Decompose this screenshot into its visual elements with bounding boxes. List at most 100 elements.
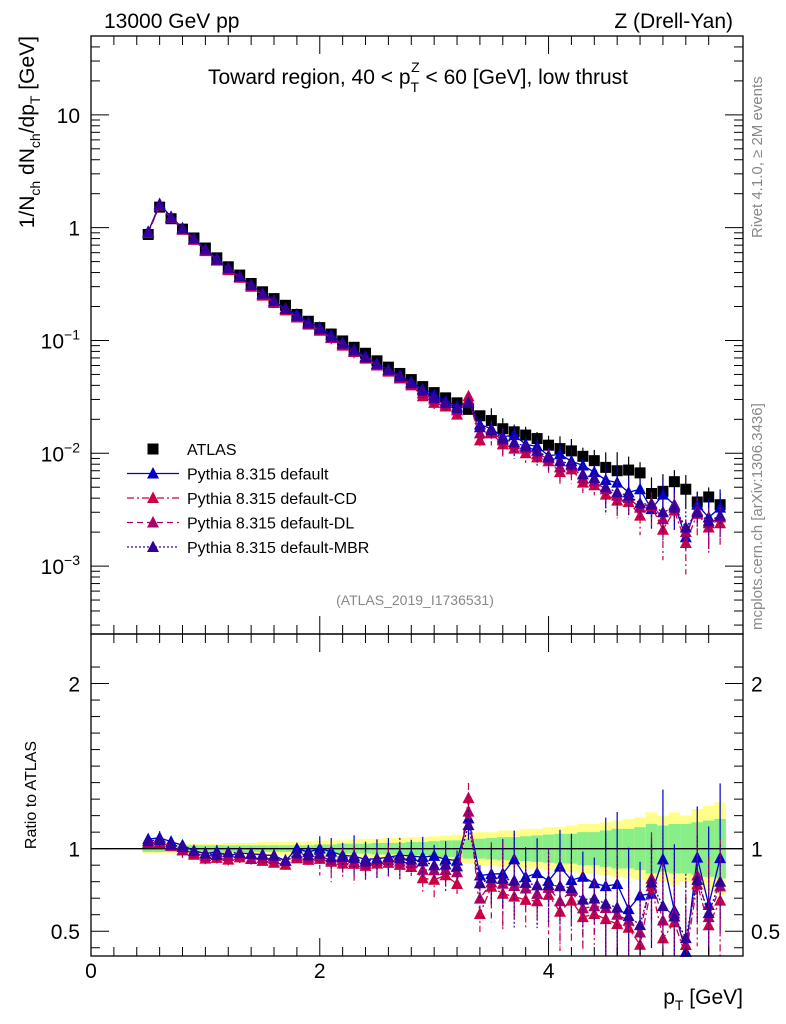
data-point — [473, 433, 486, 446]
ylabel-g: [GeV] — [16, 36, 39, 96]
xtick-label: 2 — [314, 960, 326, 983]
data-point — [576, 458, 589, 471]
data-point — [543, 439, 555, 451]
ratio-point — [393, 851, 406, 864]
xtick-label: 4 — [543, 960, 555, 983]
data-point — [485, 415, 497, 427]
series-line — [147, 202, 721, 540]
main-title-post: < 60 [GeV], low thrust — [420, 66, 629, 89]
data-point — [485, 423, 498, 436]
main-title: Toward region, 40 < pTZ < 60 [GeV], low … — [208, 59, 628, 95]
xlabel-b: T — [675, 997, 684, 1013]
legend-entry: Pythia 8.315 default-CD — [127, 491, 357, 508]
legend-label: Pythia 8.315 default-CD — [187, 491, 357, 508]
data-point — [622, 489, 635, 501]
ratio-point — [451, 877, 464, 890]
data-point — [634, 482, 647, 495]
ylabel-f: T — [27, 95, 43, 104]
ratio-point — [416, 854, 429, 867]
ratio-point — [691, 873, 704, 885]
data-point — [439, 396, 452, 408]
ytick-exponent: −2 — [64, 439, 80, 455]
data-point — [553, 447, 566, 460]
ratio-point — [576, 901, 589, 914]
ratio-point — [416, 863, 429, 875]
ytick-label: 10−2 — [41, 439, 81, 466]
ratio-ytick-label-left: 1 — [68, 839, 80, 862]
legend-marker — [147, 540, 159, 552]
ratio-point — [714, 894, 727, 906]
data-point — [656, 488, 669, 500]
ratio-point — [611, 901, 624, 913]
ytick-exponent: −3 — [64, 552, 80, 568]
data-point — [634, 467, 646, 479]
ytick-label: 10 — [57, 105, 80, 128]
ratio-point — [233, 846, 246, 859]
ratio-frame — [90, 633, 744, 957]
ytick-base: 10 — [41, 443, 64, 466]
ylabel-a: 1/N — [16, 196, 39, 229]
ratio-point — [325, 850, 338, 863]
ratio-point — [622, 909, 635, 922]
ratio-point — [382, 850, 395, 863]
data-point — [416, 384, 429, 396]
data-point — [634, 496, 647, 509]
main-axis-ticks — [90, 35, 743, 634]
ratio-point — [187, 844, 200, 856]
data-point — [623, 464, 635, 476]
ratio-point — [714, 875, 727, 887]
data-point — [268, 294, 281, 306]
ytick-exponent: −1 — [64, 326, 80, 342]
xtick-label: 0 — [85, 960, 97, 983]
ratio-point — [359, 855, 372, 867]
ratio-series-group — [142, 782, 727, 957]
ratio-point — [531, 887, 544, 899]
ytick-label: 1 — [68, 218, 80, 241]
ratio-ytick-label-right: 1 — [751, 839, 763, 862]
legend-marker — [147, 443, 159, 455]
ratio-point — [336, 850, 349, 863]
data-point — [702, 514, 715, 527]
ratio-point — [451, 865, 464, 878]
ratio-point — [290, 847, 303, 859]
data-point — [553, 460, 566, 473]
data-point — [325, 330, 338, 342]
data-point — [588, 471, 601, 484]
xlabel-c: [GeV] — [683, 986, 743, 1009]
analysis-watermark: (ATLAS_2019_I1736531) — [336, 592, 494, 608]
ratio-point — [165, 838, 178, 850]
ratio-point — [279, 854, 292, 866]
data-point — [153, 198, 166, 210]
data-point — [176, 222, 189, 234]
ratio-point — [473, 907, 486, 919]
data-point — [462, 396, 475, 408]
data-point — [256, 287, 269, 299]
ratio-point — [656, 899, 669, 912]
ratio-point — [405, 853, 418, 865]
ratio-point — [542, 878, 555, 891]
data-point — [588, 465, 601, 478]
ytick-base: 10 — [41, 330, 64, 353]
data-point — [382, 363, 395, 375]
ratio-point — [176, 840, 189, 852]
data-point — [599, 480, 612, 493]
ratio-series-4 — [142, 809, 727, 956]
ylabel-e: /dp — [16, 104, 39, 133]
ylabel-b: ch — [27, 181, 43, 196]
ylabel-d: ch — [27, 133, 43, 148]
data-point — [245, 278, 258, 291]
ytick-label: 10−3 — [41, 552, 81, 579]
main-series-group — [142, 197, 727, 575]
legend-entry: Pythia 8.315 default-DL — [127, 516, 354, 533]
ratio-point — [348, 851, 361, 864]
legend-marker — [147, 491, 159, 503]
ratio-panel: 0.5 0.5 1 1 2 2 0 2 4 Ratio to ATLAS pT [GeV] — [23, 633, 780, 1013]
data-point — [348, 343, 361, 356]
ratio-point — [645, 875, 658, 888]
ratio-line — [148, 798, 721, 957]
data-point — [462, 403, 474, 415]
data-point — [199, 243, 212, 255]
data-point — [542, 450, 555, 463]
data-point — [233, 269, 246, 282]
